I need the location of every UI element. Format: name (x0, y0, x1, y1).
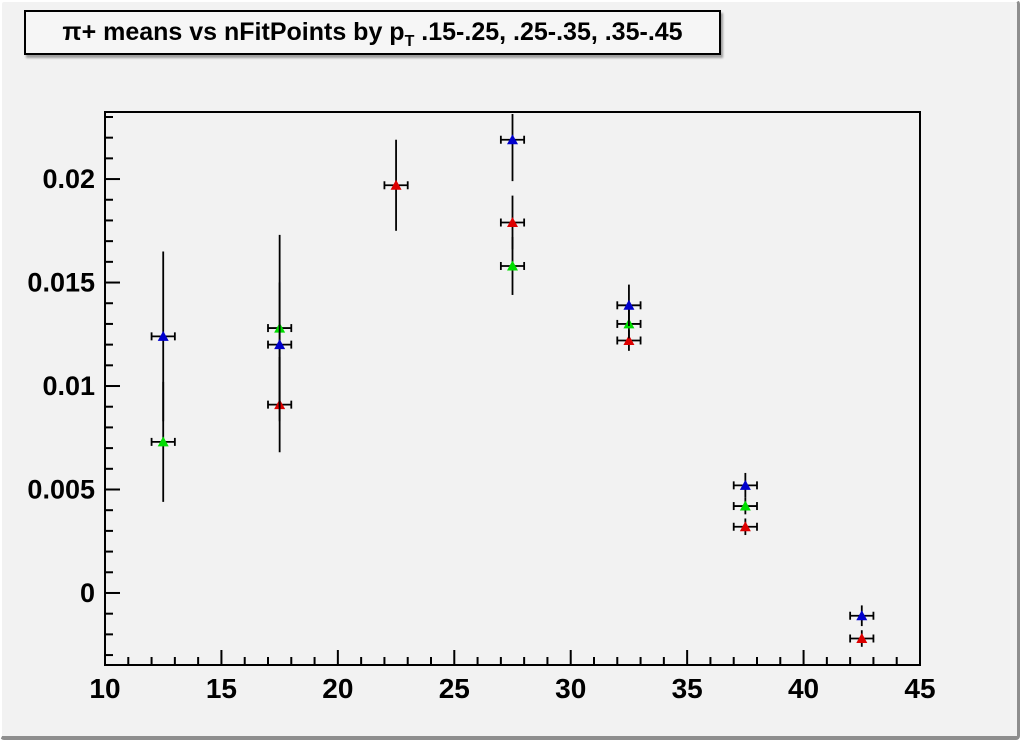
data-point-blue-triangles (623, 299, 635, 310)
y-tick-label: 0.01 (42, 371, 95, 401)
title-text: π+ means vs nFitPoints by p (62, 18, 405, 46)
data-point-red-triangles (390, 179, 402, 190)
data-point-green-triangles (739, 500, 751, 511)
data-point-red-triangles (739, 521, 751, 532)
x-tick-label: 45 (904, 673, 935, 704)
x-tick-label: 30 (555, 673, 586, 704)
title-subscript: T (404, 32, 415, 50)
data-point-red-triangles (507, 217, 518, 228)
x-tick-label: 25 (439, 673, 470, 704)
x-tick-label: 20 (322, 673, 353, 704)
data-points-group (150, 114, 875, 647)
data-point-red-triangles (623, 334, 635, 345)
y-tick-label: 0.015 (27, 268, 95, 298)
data-point-blue-triangles (157, 330, 169, 341)
plot-frame (104, 111, 921, 666)
data-point-blue-triangles (739, 479, 751, 490)
y-tick-label: 0.02 (42, 164, 95, 194)
x-tick-label: 10 (89, 673, 120, 704)
x-tick-label: 40 (788, 673, 819, 704)
data-point-blue-triangles (856, 610, 868, 621)
y-tick-label: 0.005 (27, 474, 95, 504)
data-point-green-triangles (157, 436, 169, 447)
x-tick-label: 15 (206, 673, 237, 704)
title-ranges: .15-.25, .25-.35, .35-.45 (414, 18, 683, 46)
data-point-blue-triangles (274, 339, 286, 350)
y-tick-label: 0 (80, 578, 95, 608)
data-point-blue-triangles (507, 134, 518, 145)
x-tick-label: 35 (672, 673, 703, 704)
data-point-red-triangles (856, 633, 868, 644)
data-point-green-triangles (507, 260, 518, 271)
